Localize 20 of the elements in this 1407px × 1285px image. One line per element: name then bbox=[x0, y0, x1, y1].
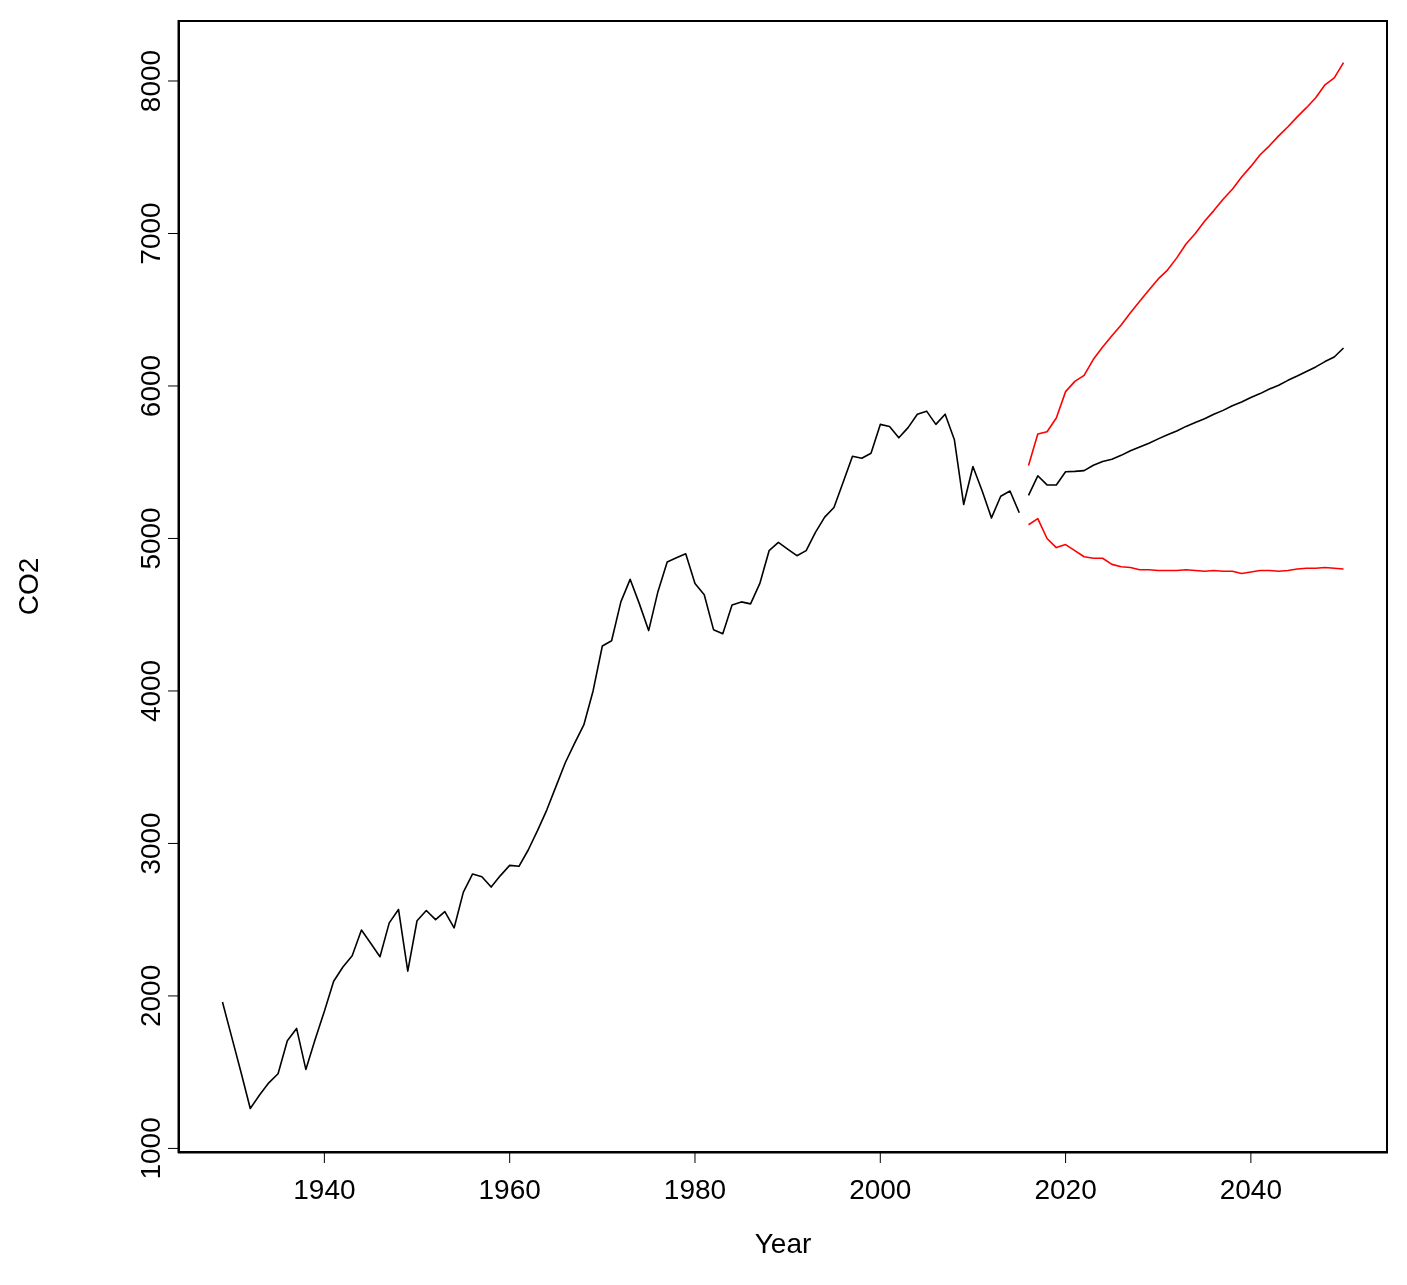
x-tick-label: 2040 bbox=[1219, 1173, 1283, 1205]
y-tick-label: 8000 bbox=[135, 49, 166, 113]
y-tick-label: 7000 bbox=[135, 202, 166, 265]
x-axis-title: Year bbox=[754, 1228, 812, 1259]
y-tick-label: 5000 bbox=[135, 507, 166, 570]
x-tick-label: 2000 bbox=[849, 1173, 912, 1205]
y-tick-label: 6000 bbox=[135, 354, 166, 418]
line-series bbox=[221, 410, 1021, 1110]
line-series bbox=[1027, 61, 1345, 467]
x-tick-label: 1960 bbox=[478, 1173, 541, 1205]
y-tick-label: 4000 bbox=[135, 659, 166, 723]
y-tick-label: 3000 bbox=[135, 812, 166, 875]
y-axis-title: CO2 bbox=[12, 557, 44, 616]
y-tick-label: 1000 bbox=[135, 1117, 166, 1180]
x-tick-label: 1940 bbox=[293, 1173, 356, 1205]
line-series bbox=[1027, 347, 1345, 497]
x-tick-label: 1980 bbox=[663, 1173, 727, 1205]
x-tick-label: 2020 bbox=[1034, 1173, 1097, 1205]
line-series bbox=[1027, 517, 1345, 575]
y-tick-label: 2000 bbox=[135, 964, 166, 1028]
